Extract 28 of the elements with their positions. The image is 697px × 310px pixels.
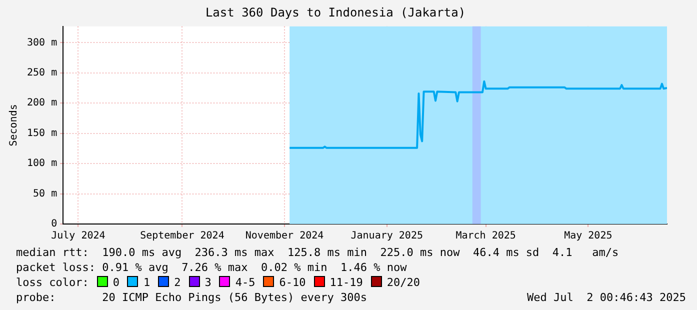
chart-title: Last 360 Days to Indonesia (Jakarta) (205, 5, 466, 20)
text: 3 (204, 276, 212, 289)
text: median rtt: 190.0 ms avg 236.3 ms max 125.8 ms min 225.0 ms now 46.4 ms sd 4.1 am/s (16, 246, 619, 259)
y-tick-label: 300 m (26, 37, 58, 48)
text: Wed Jul 2 00:46:43 2025 (527, 290, 686, 305)
x-tick-label: May 2025 (564, 230, 612, 242)
text: 4-5 (235, 276, 256, 289)
text: loss color: (16, 276, 89, 289)
text: probe: 20 ICMP Echo Pings (56 Bytes) every 300s (16, 291, 367, 304)
y-tick-label: 50 m (33, 188, 58, 200)
x-tick-label: September 2024 (140, 230, 224, 242)
text: 2 (174, 276, 181, 289)
y-tick-label: 250 m (26, 68, 58, 79)
text: 20/20 (386, 276, 420, 289)
x-tick-label: March 2025 (456, 230, 516, 242)
text: 0 (112, 276, 120, 289)
y-tick-label: 150 m (26, 128, 58, 139)
text: 1 (143, 276, 150, 289)
x-tick-label: November 2024 (245, 230, 324, 242)
text: packet loss: 0.91 % avg 7.26 % max 0.02 % min 1.46 % now (16, 261, 407, 274)
text: 6-10 (279, 276, 306, 289)
y-tick-label: 0 (51, 218, 58, 230)
text: 11-19 (330, 276, 363, 289)
y-tick-label: 200 m (26, 98, 58, 109)
y-axis-title: Seconds (8, 104, 20, 146)
x-tick-label: July 2024 (51, 230, 106, 242)
x-tick-label: January 2025 (350, 230, 423, 242)
y-tick-label: 100 m (26, 158, 58, 170)
